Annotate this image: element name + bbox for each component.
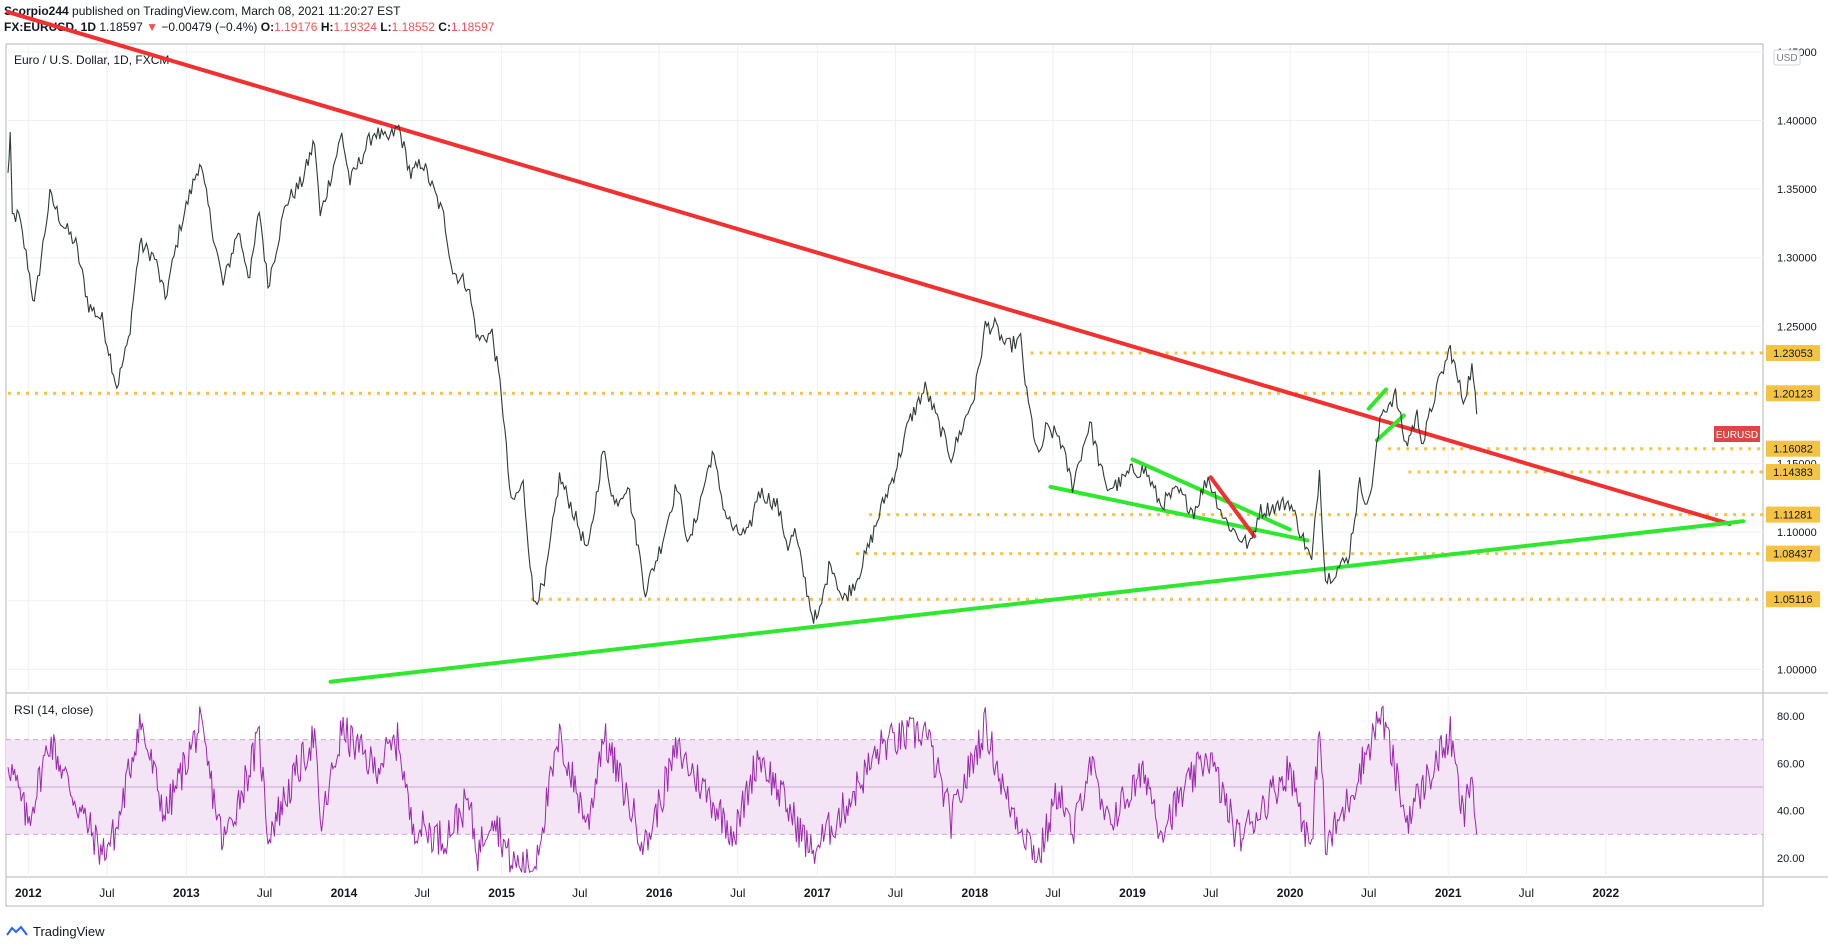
- footer: TradingView: [6, 920, 105, 942]
- change-arrow-icon: ▼: [146, 20, 158, 34]
- rsi-tick-label: 20.00: [1777, 853, 1805, 865]
- trendline: [1048, 484, 1310, 543]
- price-tick-label: 1.00000: [1777, 664, 1817, 676]
- level-price-label: 1.23053: [1773, 348, 1813, 360]
- published-info: published on TradingView.com, March 08, …: [72, 4, 401, 18]
- trendline: [1208, 475, 1257, 539]
- symbol-tag-box: [1714, 426, 1760, 442]
- trendline: [328, 519, 1746, 684]
- level-price-label: 1.20123: [1773, 388, 1813, 400]
- rsi-title: RSI (14, close): [14, 703, 93, 717]
- price-tick-label: 1.40000: [1777, 115, 1817, 127]
- price-tick-label: 1.35000: [1777, 184, 1817, 196]
- time-tick-label: 2019: [1119, 886, 1146, 900]
- time-tick-label: Jul: [257, 886, 272, 900]
- close-label: C:: [438, 20, 451, 34]
- time-tick-label: 2017: [804, 886, 831, 900]
- trendline: [1374, 413, 1406, 443]
- level-price-tag: [1766, 506, 1820, 523]
- time-tick-label: Jul: [414, 886, 429, 900]
- level-price-tag: [1766, 464, 1820, 481]
- time-tick-label: Jul: [1519, 886, 1534, 900]
- open-label: O:: [260, 20, 275, 34]
- rsi-series: [7, 705, 1478, 874]
- time-tick-label: 2014: [331, 886, 358, 900]
- time-tick-label: 2012: [15, 886, 42, 900]
- time-tick-label: 2015: [488, 886, 515, 900]
- rsi-tick-label: 80.00: [1777, 711, 1805, 723]
- open-value: 1.19176: [274, 20, 318, 34]
- high-label: H:: [320, 20, 334, 34]
- tradingview-logo-icon[interactable]: [6, 925, 28, 937]
- trendline: [1130, 457, 1292, 532]
- price-change: −0.00479 (−0.4%): [161, 20, 258, 34]
- rsi-tick-label: 60.00: [1777, 758, 1805, 770]
- time-tick-label: 2016: [646, 886, 673, 900]
- time-tick-label: Jul: [99, 886, 114, 900]
- chart-title: Euro / U.S. Dollar, 1D, FXCM: [14, 53, 169, 67]
- low-value: 1.18552: [391, 20, 435, 34]
- time-tick-label: Jul: [1203, 886, 1218, 900]
- level-price-label: 1.14383: [1773, 467, 1813, 479]
- level-price-label: 1.16082: [1773, 444, 1813, 456]
- price-tick-label: 1.10000: [1777, 527, 1817, 539]
- level-price-tag: [1766, 545, 1820, 562]
- price-tick-label: 1.25000: [1777, 321, 1817, 333]
- currency-box: [1773, 49, 1801, 66]
- trendline: [1366, 387, 1389, 411]
- level-price-label: 1.08437: [1773, 549, 1813, 561]
- trendline: [6, 10, 1732, 526]
- close-value: 1.18597: [450, 20, 495, 34]
- time-tick-label: Jul: [730, 886, 745, 900]
- time-tick-label: 2018: [962, 886, 989, 900]
- level-price-tag: [1766, 440, 1820, 457]
- price-tick-label: 1.30000: [1777, 253, 1817, 265]
- level-price-label: 1.11281: [1774, 510, 1813, 522]
- brand-name[interactable]: TradingView: [33, 923, 105, 939]
- symbol-tag: EURUSD: [1716, 430, 1758, 441]
- level-price-tag: [1766, 345, 1820, 362]
- time-tick-label: Jul: [1361, 886, 1376, 900]
- time-tick-label: 2022: [1592, 886, 1619, 900]
- level-price-tag: [1766, 591, 1820, 608]
- time-tick-label: 2021: [1435, 886, 1462, 900]
- time-tick-label: Jul: [572, 886, 587, 900]
- currency-label: USD: [1776, 53, 1797, 64]
- time-tick-label: 2013: [173, 886, 200, 900]
- price-series: [7, 123, 1478, 624]
- level-price-label: 1.05116: [1774, 594, 1813, 606]
- time-tick-label: Jul: [888, 886, 903, 900]
- last-price: 1.18597: [99, 20, 143, 34]
- rsi-tick-label: 40.00: [1777, 806, 1805, 818]
- low-label: L:: [380, 20, 392, 34]
- high-value: 1.19324: [333, 20, 377, 34]
- level-price-tag: [1766, 385, 1820, 402]
- time-tick-label: Jul: [1045, 886, 1060, 900]
- chart-header: Scorpio244 published on TradingView.com,…: [4, 3, 494, 35]
- time-tick-label: 2020: [1277, 886, 1304, 900]
